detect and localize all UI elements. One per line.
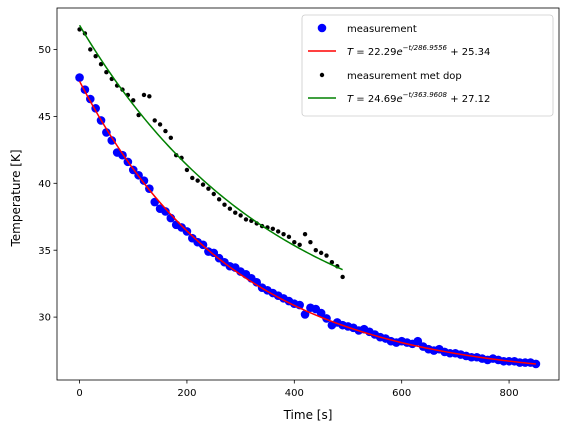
x-tick-label: 400 bbox=[285, 388, 304, 399]
legend-label-2: measurement met dop bbox=[347, 71, 462, 82]
legend-marker-0 bbox=[317, 23, 327, 33]
axes-frame bbox=[56, 7, 560, 381]
legend-label-3: T = 24.69e−t/363.9608 + 27.12 bbox=[347, 91, 490, 105]
measurement-met-dop-point bbox=[340, 274, 345, 280]
fit-line-1 bbox=[78, 80, 536, 365]
measurement-met-dop-point bbox=[233, 210, 238, 215]
legend-label-0: measurement bbox=[347, 24, 417, 35]
measurement-met-dop-point bbox=[222, 202, 227, 207]
measurement-point bbox=[316, 308, 326, 318]
measurement-point bbox=[300, 310, 310, 319]
plot-area bbox=[75, 24, 541, 369]
legend-box bbox=[301, 14, 554, 117]
measurement-met-dop-point bbox=[243, 217, 249, 222]
measurement-met-dop-point bbox=[292, 239, 297, 245]
measurement-met-dop-point bbox=[195, 178, 200, 183]
measurement-met-dop-point bbox=[131, 98, 136, 103]
y-tick-label: 30 bbox=[38, 313, 51, 324]
y-tick-label: 40 bbox=[38, 179, 51, 190]
x-tick-label: 200 bbox=[177, 388, 196, 399]
x-tick-label: 800 bbox=[500, 388, 519, 399]
axes: 0 200 400 600 800 30 35 40 45 50 bbox=[38, 7, 560, 399]
measurement-met-dop-point bbox=[238, 213, 243, 218]
measurement-met-dop-point bbox=[286, 234, 292, 240]
measurement-met-dop-point bbox=[313, 248, 318, 253]
measurement-met-dop-point bbox=[88, 47, 93, 52]
measurement-met-dop-point bbox=[324, 253, 329, 258]
x-axis-label: Time [s] bbox=[283, 408, 333, 422]
measurement-met-dop-point bbox=[200, 182, 206, 187]
legend: measurement T = 22.29e−t/286.9556 + 25.34… bbox=[301, 14, 554, 117]
y-tick-label: 50 bbox=[38, 45, 51, 56]
measurement-point bbox=[413, 336, 423, 346]
measurement-met-dop-point bbox=[152, 118, 157, 123]
y-axis-label: Temperature [K] bbox=[9, 149, 23, 247]
x-tick-label: 600 bbox=[392, 388, 411, 399]
measurement-met-dop-point bbox=[329, 260, 335, 265]
measurement-met-dop-point bbox=[163, 128, 168, 134]
legend-label-1: T = 22.29e−t/286.9556 + 25.34 bbox=[347, 44, 490, 58]
measurement-met-dop-point bbox=[184, 167, 190, 173]
measurement-met-dop-point bbox=[93, 53, 98, 59]
measurement-met-dop-point bbox=[98, 61, 104, 67]
measurement-met-dop-point bbox=[302, 231, 308, 237]
measurement-met-dop-point bbox=[216, 197, 222, 202]
y-tick-label: 45 bbox=[38, 112, 51, 123]
measurement-point bbox=[75, 73, 84, 82]
measurement-met-dop-point bbox=[276, 229, 281, 234]
legend-marker-2 bbox=[319, 72, 325, 78]
measurement-met-dop-point bbox=[141, 92, 147, 98]
fit-line-3 bbox=[78, 24, 343, 271]
measurement-met-dop-point bbox=[211, 191, 216, 197]
measurement-met-dop-point bbox=[297, 242, 302, 248]
measurement-met-dop-point bbox=[308, 239, 313, 245]
measurement-point bbox=[161, 207, 170, 216]
measurement-met-dop-point bbox=[168, 135, 174, 140]
measurement-point bbox=[209, 248, 219, 258]
measurement-point bbox=[139, 176, 149, 185]
measurement-met-dop-point bbox=[318, 250, 324, 256]
x-tick-label: 0 bbox=[76, 388, 82, 399]
measurement-met-dop-point bbox=[206, 186, 211, 191]
measurement-met-dop-point bbox=[104, 70, 109, 75]
measurement-met-dop-point bbox=[190, 175, 195, 181]
measurement-met-dop-point bbox=[157, 122, 163, 127]
measurement-met-dop-point bbox=[147, 94, 152, 99]
measurement-point bbox=[102, 128, 111, 137]
measurement-met-dop-point bbox=[227, 206, 233, 211]
measurement-met-dop-point bbox=[281, 231, 286, 237]
measurement-point bbox=[107, 136, 117, 145]
measurement-met-dop-point bbox=[270, 226, 276, 231]
y-tick-label: 35 bbox=[38, 246, 51, 257]
